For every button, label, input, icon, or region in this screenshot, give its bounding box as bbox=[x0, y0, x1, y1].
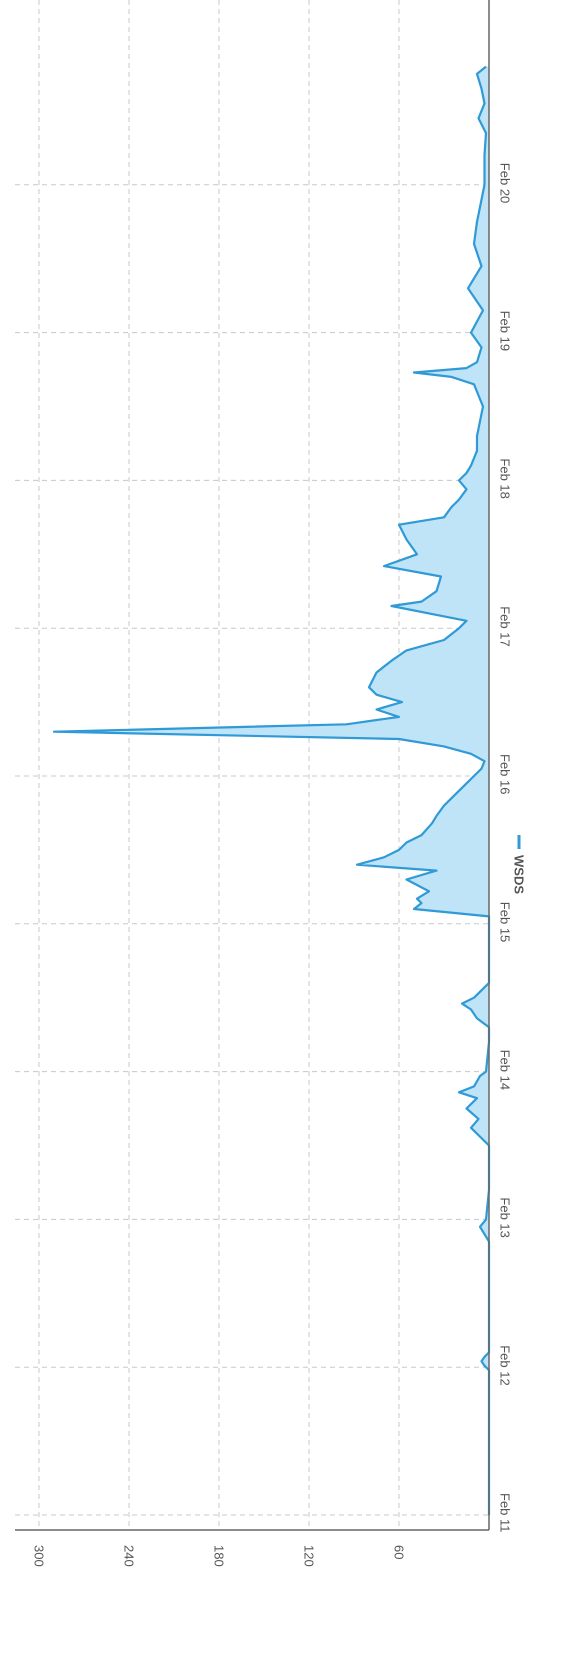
legend-label: WSDS bbox=[512, 855, 527, 894]
date-tick-label: Feb 15 bbox=[498, 902, 513, 942]
date-tick-label: Feb 16 bbox=[498, 754, 513, 794]
series-wsds bbox=[52, 65, 491, 1515]
axes bbox=[15, 0, 490, 1531]
date-tick-label: Feb 18 bbox=[498, 458, 513, 498]
grid bbox=[15, 0, 489, 1530]
date-tick-label: Feb 12 bbox=[498, 1345, 513, 1385]
date-tick-label: Feb 11 bbox=[498, 1493, 513, 1533]
value-tick-label: 300 bbox=[32, 1545, 47, 1567]
date-tick-label: Feb 17 bbox=[498, 606, 513, 646]
value-tick-label: 60 bbox=[392, 1545, 407, 1559]
tick-labels: Feb 11 Feb 12 Feb 13 Feb 14 Feb 15 Feb 16 Feb … bbox=[32, 163, 513, 1567]
date-tick-label: Feb 20 bbox=[498, 163, 513, 203]
date-tick-label: Feb 19 bbox=[498, 311, 513, 351]
value-tick-label: 240 bbox=[122, 1545, 137, 1567]
date-tick-label: Feb 14 bbox=[498, 1050, 513, 1090]
date-tick-label: Feb 13 bbox=[498, 1197, 513, 1237]
value-tick-label: 120 bbox=[302, 1545, 317, 1567]
value-tick-label: 180 bbox=[212, 1545, 227, 1567]
series-line bbox=[52, 65, 491, 1515]
legend: WSDS bbox=[512, 835, 527, 894]
